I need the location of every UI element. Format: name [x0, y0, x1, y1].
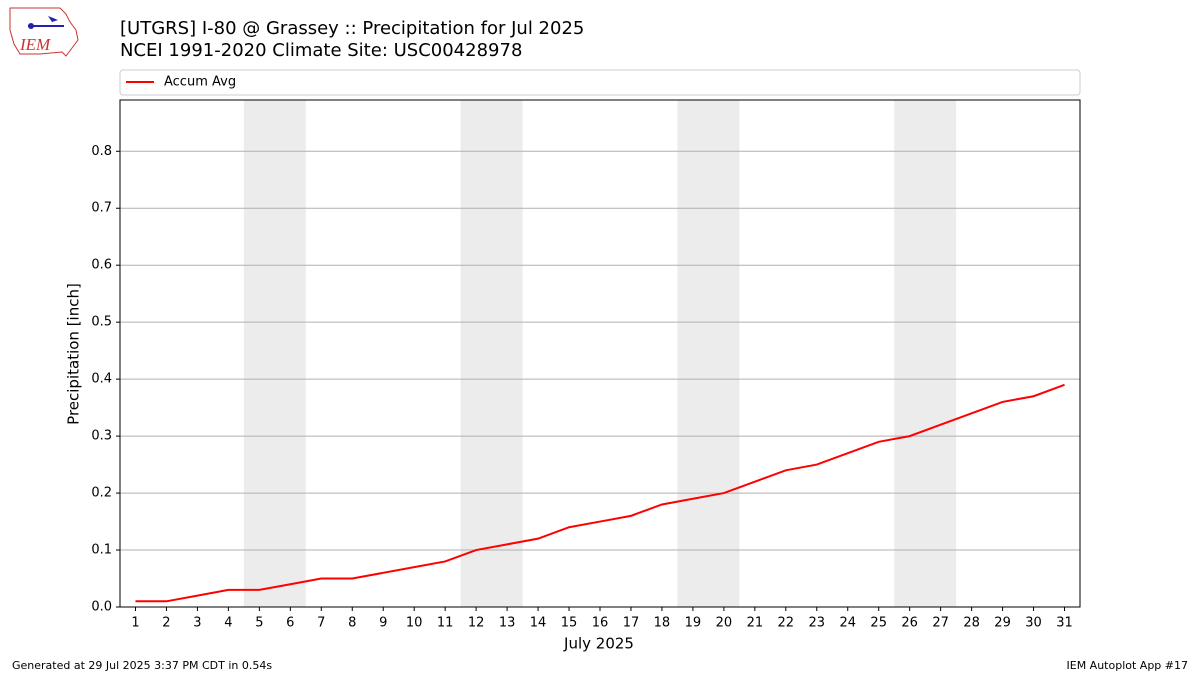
x-tick-label: 30: [1025, 616, 1042, 631]
y-tick-label: 0.7: [91, 201, 112, 216]
y-tick-label: 0.8: [91, 144, 112, 159]
x-tick-label: 29: [994, 616, 1011, 631]
x-tick-label: 21: [747, 616, 764, 631]
y-tick-label: 0.3: [91, 429, 112, 444]
y-axis-label: Precipitation [inch]: [65, 283, 83, 425]
footer-left: Generated at 29 Jul 2025 3:37 PM CDT in …: [12, 659, 272, 672]
x-tick-label: 3: [193, 616, 201, 631]
y-tick-label: 0.4: [91, 372, 112, 387]
y-tick-label: 0.1: [91, 543, 112, 558]
footer-right: IEM Autoplot App #17: [1067, 659, 1189, 672]
x-tick-label: 23: [809, 616, 826, 631]
weekend-shade: [894, 100, 957, 607]
x-tick-label: 20: [716, 616, 733, 631]
weekend-shade: [677, 100, 740, 607]
x-tick-label: 25: [870, 616, 887, 631]
x-tick-label: 7: [317, 616, 325, 631]
weekend-shade: [243, 100, 306, 607]
x-tick-label: 28: [963, 616, 980, 631]
data-line: [135, 383, 1065, 603]
x-tick-label: 27: [932, 616, 949, 631]
x-tick-label: 16: [592, 616, 609, 631]
x-tick-label: 2: [162, 616, 170, 631]
x-tick-label: 8: [348, 616, 356, 631]
y-tick-label: 0.5: [91, 315, 112, 330]
x-axis-label: July 2025: [563, 635, 634, 653]
x-tick-label: 31: [1056, 616, 1073, 631]
x-tick-label: 4: [224, 616, 232, 631]
logo: IEM: [9, 7, 79, 57]
chart-subtitle: NCEI 1991-2020 Climate Site: USC00428978: [120, 40, 522, 61]
x-tick-label: 10: [406, 616, 423, 631]
legend-label: Accum Avg: [164, 75, 236, 90]
y-tick-label: 0.2: [91, 486, 112, 501]
y-tick-label: 0.0: [91, 600, 112, 615]
chart-title: [UTGRS] I-80 @ Grassey :: Precipitation …: [120, 18, 584, 39]
weekend-shade: [460, 100, 523, 607]
x-tick-label: 24: [839, 616, 856, 631]
logo-text: IEM: [19, 35, 51, 54]
x-tick-label: 9: [379, 616, 387, 631]
plot-frame: [119, 99, 1081, 608]
x-tick-label: 26: [901, 616, 918, 631]
x-tick-label: 12: [468, 616, 485, 631]
x-tick-label: 13: [499, 616, 516, 631]
x-tick-label: 1: [131, 616, 139, 631]
x-tick-label: 18: [654, 616, 671, 631]
y-tick-label: 0.6: [91, 258, 112, 273]
legend-box: [119, 69, 1081, 96]
x-tick-label: 15: [561, 616, 578, 631]
x-tick-label: 19: [685, 616, 702, 631]
x-tick-label: 22: [778, 616, 795, 631]
x-tick-label: 14: [530, 616, 547, 631]
x-tick-label: 11: [437, 616, 454, 631]
x-tick-label: 5: [255, 616, 263, 631]
x-tick-label: 6: [286, 616, 294, 631]
x-tick-label: 17: [623, 616, 640, 631]
